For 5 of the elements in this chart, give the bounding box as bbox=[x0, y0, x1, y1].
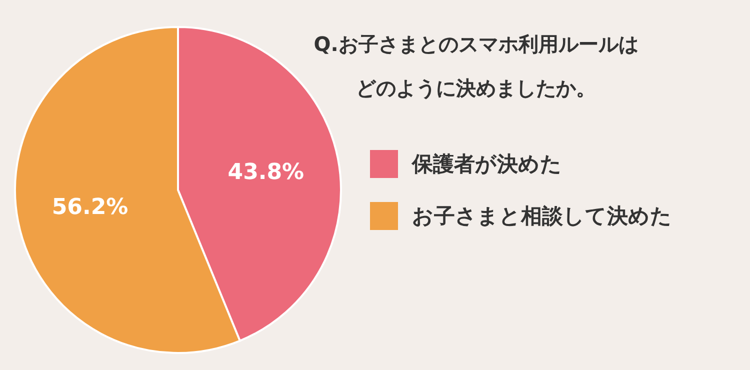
data-label: 43.8% bbox=[228, 160, 304, 186]
legend-label: お子さまと相談して決めた bbox=[412, 203, 672, 230]
text: Q.お子さまとのスマホ利用ルールはどのように決めましたか。 bbox=[312, 31, 640, 102]
legend-label: 保護者が決めた bbox=[412, 151, 562, 178]
data-label: 56.2% bbox=[52, 194, 128, 220]
